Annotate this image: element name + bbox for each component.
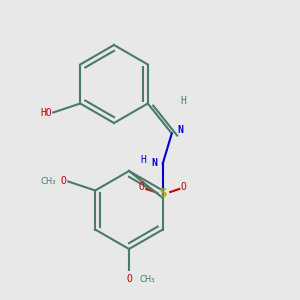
Text: HO: HO [40, 107, 52, 118]
Text: O: O [139, 182, 145, 193]
Text: H: H [140, 155, 146, 166]
Text: S: S [159, 187, 166, 200]
Text: N: N [178, 125, 184, 136]
Text: H: H [181, 95, 187, 106]
Text: O: O [181, 182, 187, 193]
Text: O: O [126, 274, 132, 284]
Text: N: N [151, 158, 157, 169]
Text: CH₃: CH₃ [140, 274, 155, 284]
Text: O: O [61, 176, 67, 187]
Text: CH₃: CH₃ [41, 177, 56, 186]
